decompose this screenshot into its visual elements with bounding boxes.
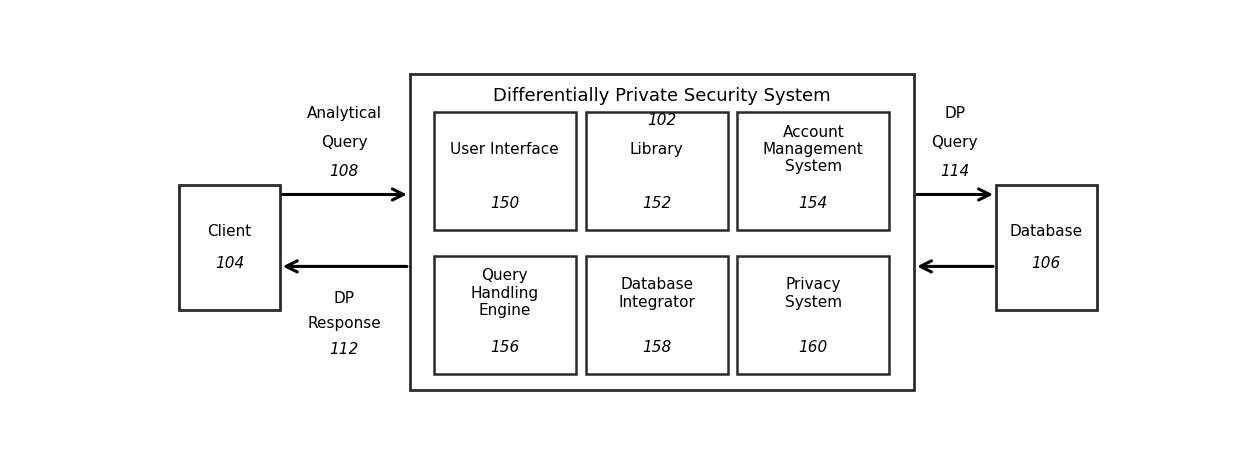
Text: 106: 106 (1032, 256, 1061, 271)
Bar (585, 112, 728, 230)
Text: Query
Handling
Engine: Query Handling Engine (471, 269, 539, 318)
Text: Privacy
System: Privacy System (785, 277, 842, 310)
Text: 152: 152 (642, 196, 671, 211)
Text: 150: 150 (490, 196, 520, 211)
Text: Account
Management
System: Account Management System (763, 125, 863, 175)
Text: Analytical: Analytical (306, 106, 382, 121)
Text: DP: DP (944, 106, 965, 121)
Text: DP: DP (334, 291, 355, 306)
Bar (738, 255, 889, 374)
Bar (738, 112, 889, 230)
Text: Differentially Private Security System: Differentially Private Security System (494, 86, 831, 105)
Text: 114: 114 (940, 163, 970, 178)
Text: 158: 158 (642, 340, 671, 355)
Bar (434, 112, 575, 230)
Text: User Interface: User Interface (450, 142, 559, 157)
Text: 104: 104 (215, 256, 244, 271)
Text: 160: 160 (799, 340, 828, 355)
Bar (434, 255, 575, 374)
Text: 154: 154 (799, 196, 828, 211)
Text: 102: 102 (647, 113, 677, 128)
Text: Query: Query (931, 135, 978, 150)
Bar (585, 255, 728, 374)
Bar (179, 185, 280, 310)
Text: Query: Query (321, 135, 367, 150)
Text: 112: 112 (330, 341, 358, 357)
Bar (996, 185, 1096, 310)
Text: 108: 108 (330, 163, 358, 178)
Text: 156: 156 (490, 340, 520, 355)
Text: Database: Database (1009, 224, 1083, 239)
Text: Library: Library (630, 142, 683, 157)
Bar (409, 74, 914, 390)
Text: Response: Response (308, 317, 381, 332)
Text: Database
Integrator: Database Integrator (619, 277, 696, 310)
Text: Client: Client (207, 224, 252, 239)
